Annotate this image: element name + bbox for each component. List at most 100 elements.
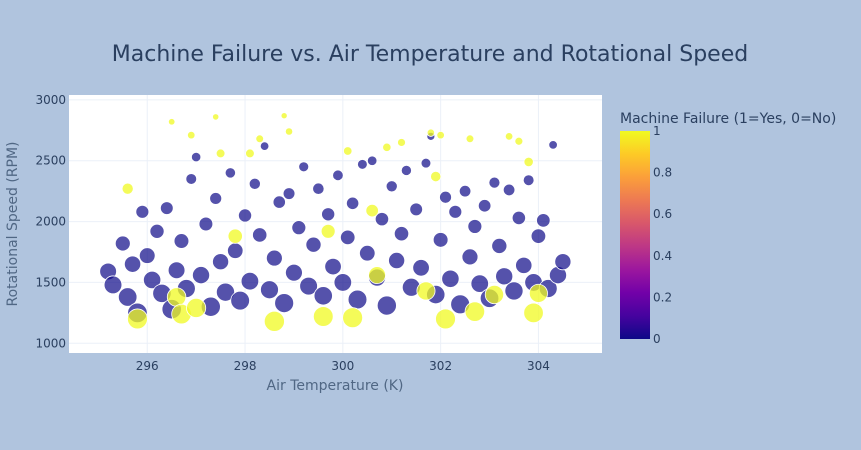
- data-point: [385, 180, 398, 193]
- data-point: [502, 183, 516, 197]
- data-point: [245, 148, 255, 159]
- data-point: [240, 271, 260, 291]
- data-point: [359, 245, 376, 262]
- data-point: [426, 128, 435, 137]
- data-point: [461, 248, 479, 266]
- data-point: [416, 281, 436, 301]
- data-point: [448, 204, 463, 219]
- x-axis-title: Air Temperature (K): [267, 378, 404, 394]
- y-tick-label: 1500: [35, 275, 66, 289]
- data-point: [282, 187, 296, 200]
- data-point: [554, 253, 572, 271]
- data-point: [192, 266, 211, 285]
- data-point: [224, 167, 236, 179]
- data-point: [504, 132, 514, 141]
- data-point: [215, 148, 226, 159]
- x-tick-label: 304: [527, 359, 550, 373]
- chart-title: Machine Failure vs. Air Temperature and …: [112, 42, 748, 67]
- x-tick-label: 298: [234, 359, 257, 373]
- y-tick-label: 1000: [35, 336, 66, 350]
- data-point: [477, 199, 492, 213]
- data-point: [285, 263, 303, 282]
- data-point: [230, 290, 250, 311]
- data-point: [368, 266, 386, 285]
- data-point: [432, 232, 449, 248]
- data-point: [209, 192, 223, 205]
- data-point: [135, 204, 150, 219]
- data-point: [159, 201, 174, 215]
- data-point: [430, 170, 442, 183]
- data-point: [515, 256, 533, 274]
- data-point: [284, 127, 294, 136]
- data-point: [340, 229, 356, 246]
- data-point: [313, 286, 333, 306]
- data-point: [409, 202, 423, 217]
- data-point: [198, 216, 214, 232]
- data-point: [186, 297, 207, 318]
- data-point: [357, 159, 368, 170]
- data-point: [320, 223, 336, 239]
- data-point: [252, 227, 268, 243]
- data-point: [212, 253, 230, 271]
- x-tick-label: 300: [331, 359, 354, 373]
- colorbar-tick-label: 0.6: [653, 207, 672, 221]
- colorbar-tick-label: 0.8: [653, 166, 672, 180]
- colorbar: [620, 131, 650, 339]
- data-point: [522, 174, 535, 186]
- data-point: [312, 306, 334, 327]
- data-point: [263, 310, 285, 332]
- data-point: [523, 156, 534, 168]
- data-point: [523, 302, 544, 324]
- data-point: [484, 284, 505, 305]
- data-point: [265, 249, 283, 267]
- x-tick-label: 302: [429, 359, 452, 373]
- data-point: [138, 247, 156, 264]
- data-point: [227, 228, 243, 244]
- data-point: [530, 228, 547, 244]
- colorbar-tick-label: 0.4: [653, 249, 672, 263]
- data-point: [191, 151, 202, 163]
- data-point: [528, 283, 548, 303]
- data-point: [114, 235, 131, 252]
- data-point: [149, 223, 165, 239]
- data-point: [376, 295, 397, 316]
- data-point: [511, 210, 526, 226]
- data-point: [491, 237, 508, 254]
- data-point: [488, 176, 501, 189]
- data-point: [272, 195, 286, 209]
- data-point: [342, 307, 364, 329]
- data-points: [99, 112, 572, 332]
- data-point: [121, 182, 134, 195]
- data-point: [420, 157, 432, 169]
- data-point: [393, 226, 410, 242]
- data-point: [255, 134, 265, 144]
- data-point: [321, 207, 336, 222]
- data-point: [366, 155, 378, 166]
- data-point: [167, 118, 176, 126]
- data-point: [117, 287, 138, 307]
- data-point: [536, 213, 551, 228]
- colorbar-tick-label: 0.2: [653, 290, 672, 304]
- data-point: [439, 190, 452, 204]
- data-point: [127, 308, 148, 330]
- data-point: [280, 112, 288, 120]
- data-point: [343, 146, 353, 156]
- y-axis-title: Rotational Speed (RPM): [5, 142, 21, 307]
- colorbar-tick-label: 0: [653, 332, 661, 346]
- data-point: [187, 130, 196, 140]
- data-point: [173, 233, 190, 249]
- data-point: [312, 182, 325, 195]
- data-point: [548, 140, 558, 150]
- data-point: [305, 236, 322, 253]
- data-point: [382, 142, 392, 152]
- data-point: [458, 184, 472, 198]
- data-point: [324, 257, 342, 276]
- data-point: [215, 282, 235, 302]
- data-point: [299, 276, 318, 296]
- data-point: [212, 113, 220, 121]
- data-point: [291, 220, 307, 236]
- data-point: [435, 308, 456, 330]
- data-point: [260, 280, 279, 300]
